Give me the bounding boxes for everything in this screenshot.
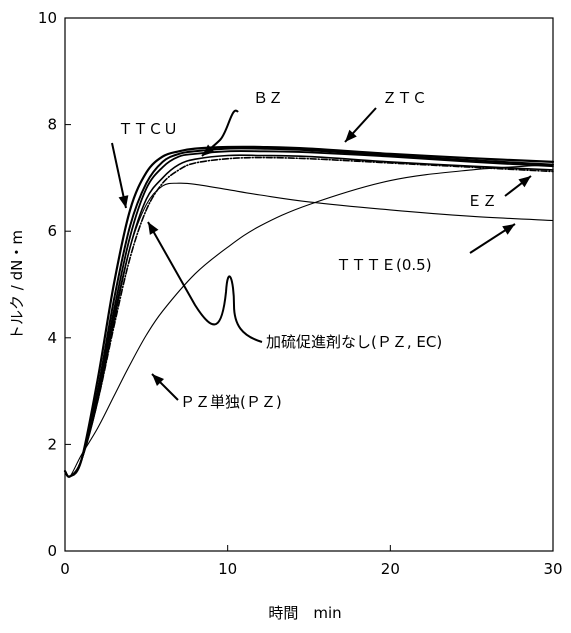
y-tick-label: 4	[47, 329, 57, 347]
series-line-0	[63, 145, 555, 478]
annotation-pz-only: ＰＺ単独(ＰＺ)	[180, 393, 282, 411]
x-tick-label: 10	[218, 560, 237, 578]
annotation-ez: ＥＺ	[467, 192, 497, 210]
arrow-ttte-head	[502, 224, 515, 235]
annotation-ttcu: ＴＴＣＵ	[118, 120, 178, 138]
series-line-6	[64, 164, 554, 478]
y-tick-label: 0	[47, 542, 57, 560]
x-axis-title: 時間 min	[268, 604, 341, 622]
series-lines	[63, 145, 555, 478]
arrow-no-accelerator	[147, 221, 263, 343]
annotation-no-accelerator: 加硫促進剤なし(ＰＺ, EC)	[266, 333, 442, 351]
arrow-pz-only-head	[152, 374, 165, 387]
series-line-4	[64, 182, 554, 478]
arrow-no-accelerator-head	[148, 222, 159, 235]
arrow-ztc-head	[345, 129, 357, 142]
y-tick-label: 8	[47, 116, 57, 134]
y-axis: 0 2 4 6 8 10	[38, 9, 71, 560]
y-tick-label: 10	[38, 9, 57, 27]
y-tick-label: 2	[47, 435, 57, 453]
arrow-ez-head	[518, 176, 531, 188]
annotation-ztc: ＺＴＣ	[382, 89, 427, 107]
y-tick-label: 6	[47, 222, 57, 240]
y-axis-title: トルク / dN・m	[8, 230, 26, 340]
plot-frame	[64, 17, 554, 552]
x-tick-label: 0	[60, 560, 70, 578]
arrow-bz-head	[202, 144, 215, 156]
arrow-ttcu-head	[118, 195, 129, 208]
x-axis: 0 10 20 30	[60, 545, 563, 578]
annotation-bz: ＢＺ	[253, 89, 283, 107]
series-line-5	[64, 156, 554, 478]
x-tick-label: 30	[543, 560, 562, 578]
x-tick-label: 20	[381, 560, 400, 578]
annotation-arrows	[111, 107, 532, 401]
annotation-ttte: ＴＴＴＥ(0.5)	[336, 256, 432, 274]
